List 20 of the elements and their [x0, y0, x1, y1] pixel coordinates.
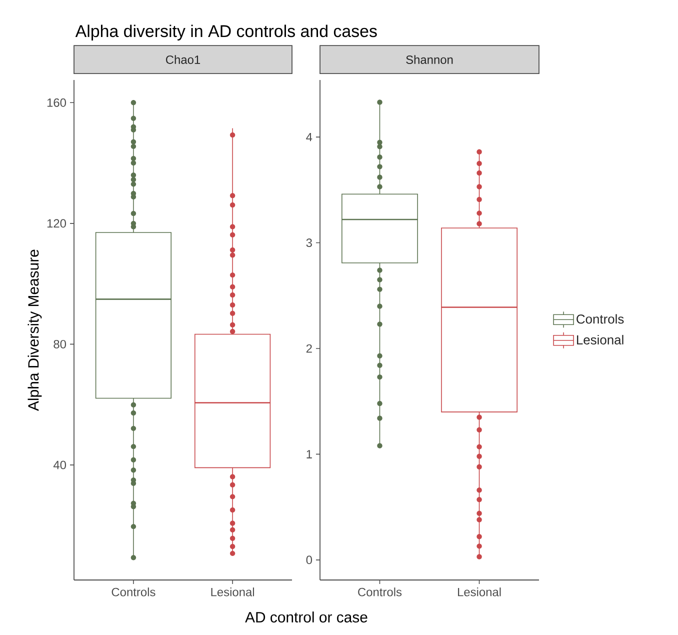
x-tick-label: Controls — [112, 588, 156, 596]
y-tick-label: 80 — [54, 340, 66, 348]
y-tick-label: 40 — [53, 460, 66, 470]
x-tick-label: Controls — [358, 588, 402, 596]
x-tick-label: Lesional — [211, 588, 254, 596]
chart-subtitle: Chao1 — [166, 55, 200, 64]
y-tick-label: 0 — [306, 556, 312, 564]
y-axis-title: Alpha Diversity Measure — [28, 250, 42, 411]
chart-title: Alpha diversity in AD controls and cases — [75, 24, 377, 40]
y-tick-label: 160 — [47, 98, 66, 107]
y-tick-label: 3 — [306, 238, 312, 248]
y-tick-label: 1 — [306, 450, 312, 458]
legend-label: Controls — [576, 314, 624, 324]
x-axis-title: AD control or case — [245, 612, 368, 622]
x-tick-label: Lesional — [458, 588, 501, 596]
y-tick-label: 4 — [306, 132, 312, 142]
y-tick-label: 2 — [306, 344, 312, 353]
y-tick-label: 120 — [47, 219, 66, 228]
chart-subtitle: Shannon — [406, 55, 453, 64]
legend-label: Lesional — [576, 334, 624, 344]
